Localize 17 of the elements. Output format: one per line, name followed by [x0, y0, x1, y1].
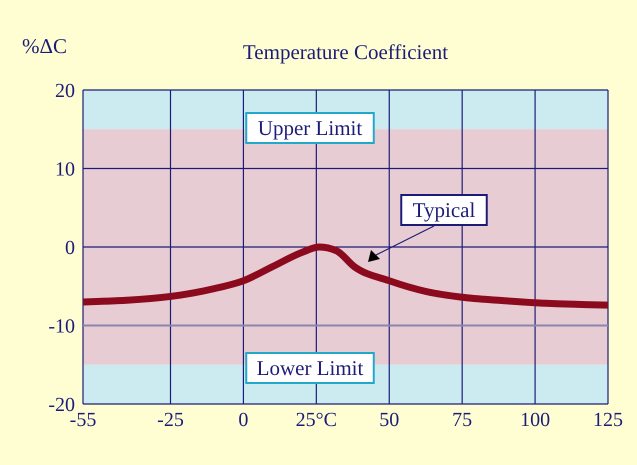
x-tick-label: 125 — [593, 409, 623, 432]
x-tick-label: 75 — [452, 409, 472, 432]
chart-title: Temperature Coefficient — [242, 40, 450, 65]
x-tick-label: 100 — [520, 409, 550, 432]
annotation: Typical — [412, 198, 476, 222]
y-axis-title: %ΔC — [22, 34, 68, 59]
x-tick-label: 25°C — [296, 409, 338, 432]
x-tick-label: 50 — [379, 409, 400, 432]
y-tick-label: 0 — [65, 237, 75, 260]
y-tick-label: -10 — [48, 316, 75, 338]
y-tick-label: 10 — [55, 158, 75, 181]
y-tick-label: 20 — [55, 80, 75, 102]
annotation: Lower Limit — [256, 356, 364, 380]
x-tick-label: 0 — [238, 409, 248, 432]
x-tick-label: -25 — [157, 409, 184, 432]
y-tick-label: -20 — [48, 394, 75, 416]
annotation: Upper Limit — [258, 116, 362, 140]
